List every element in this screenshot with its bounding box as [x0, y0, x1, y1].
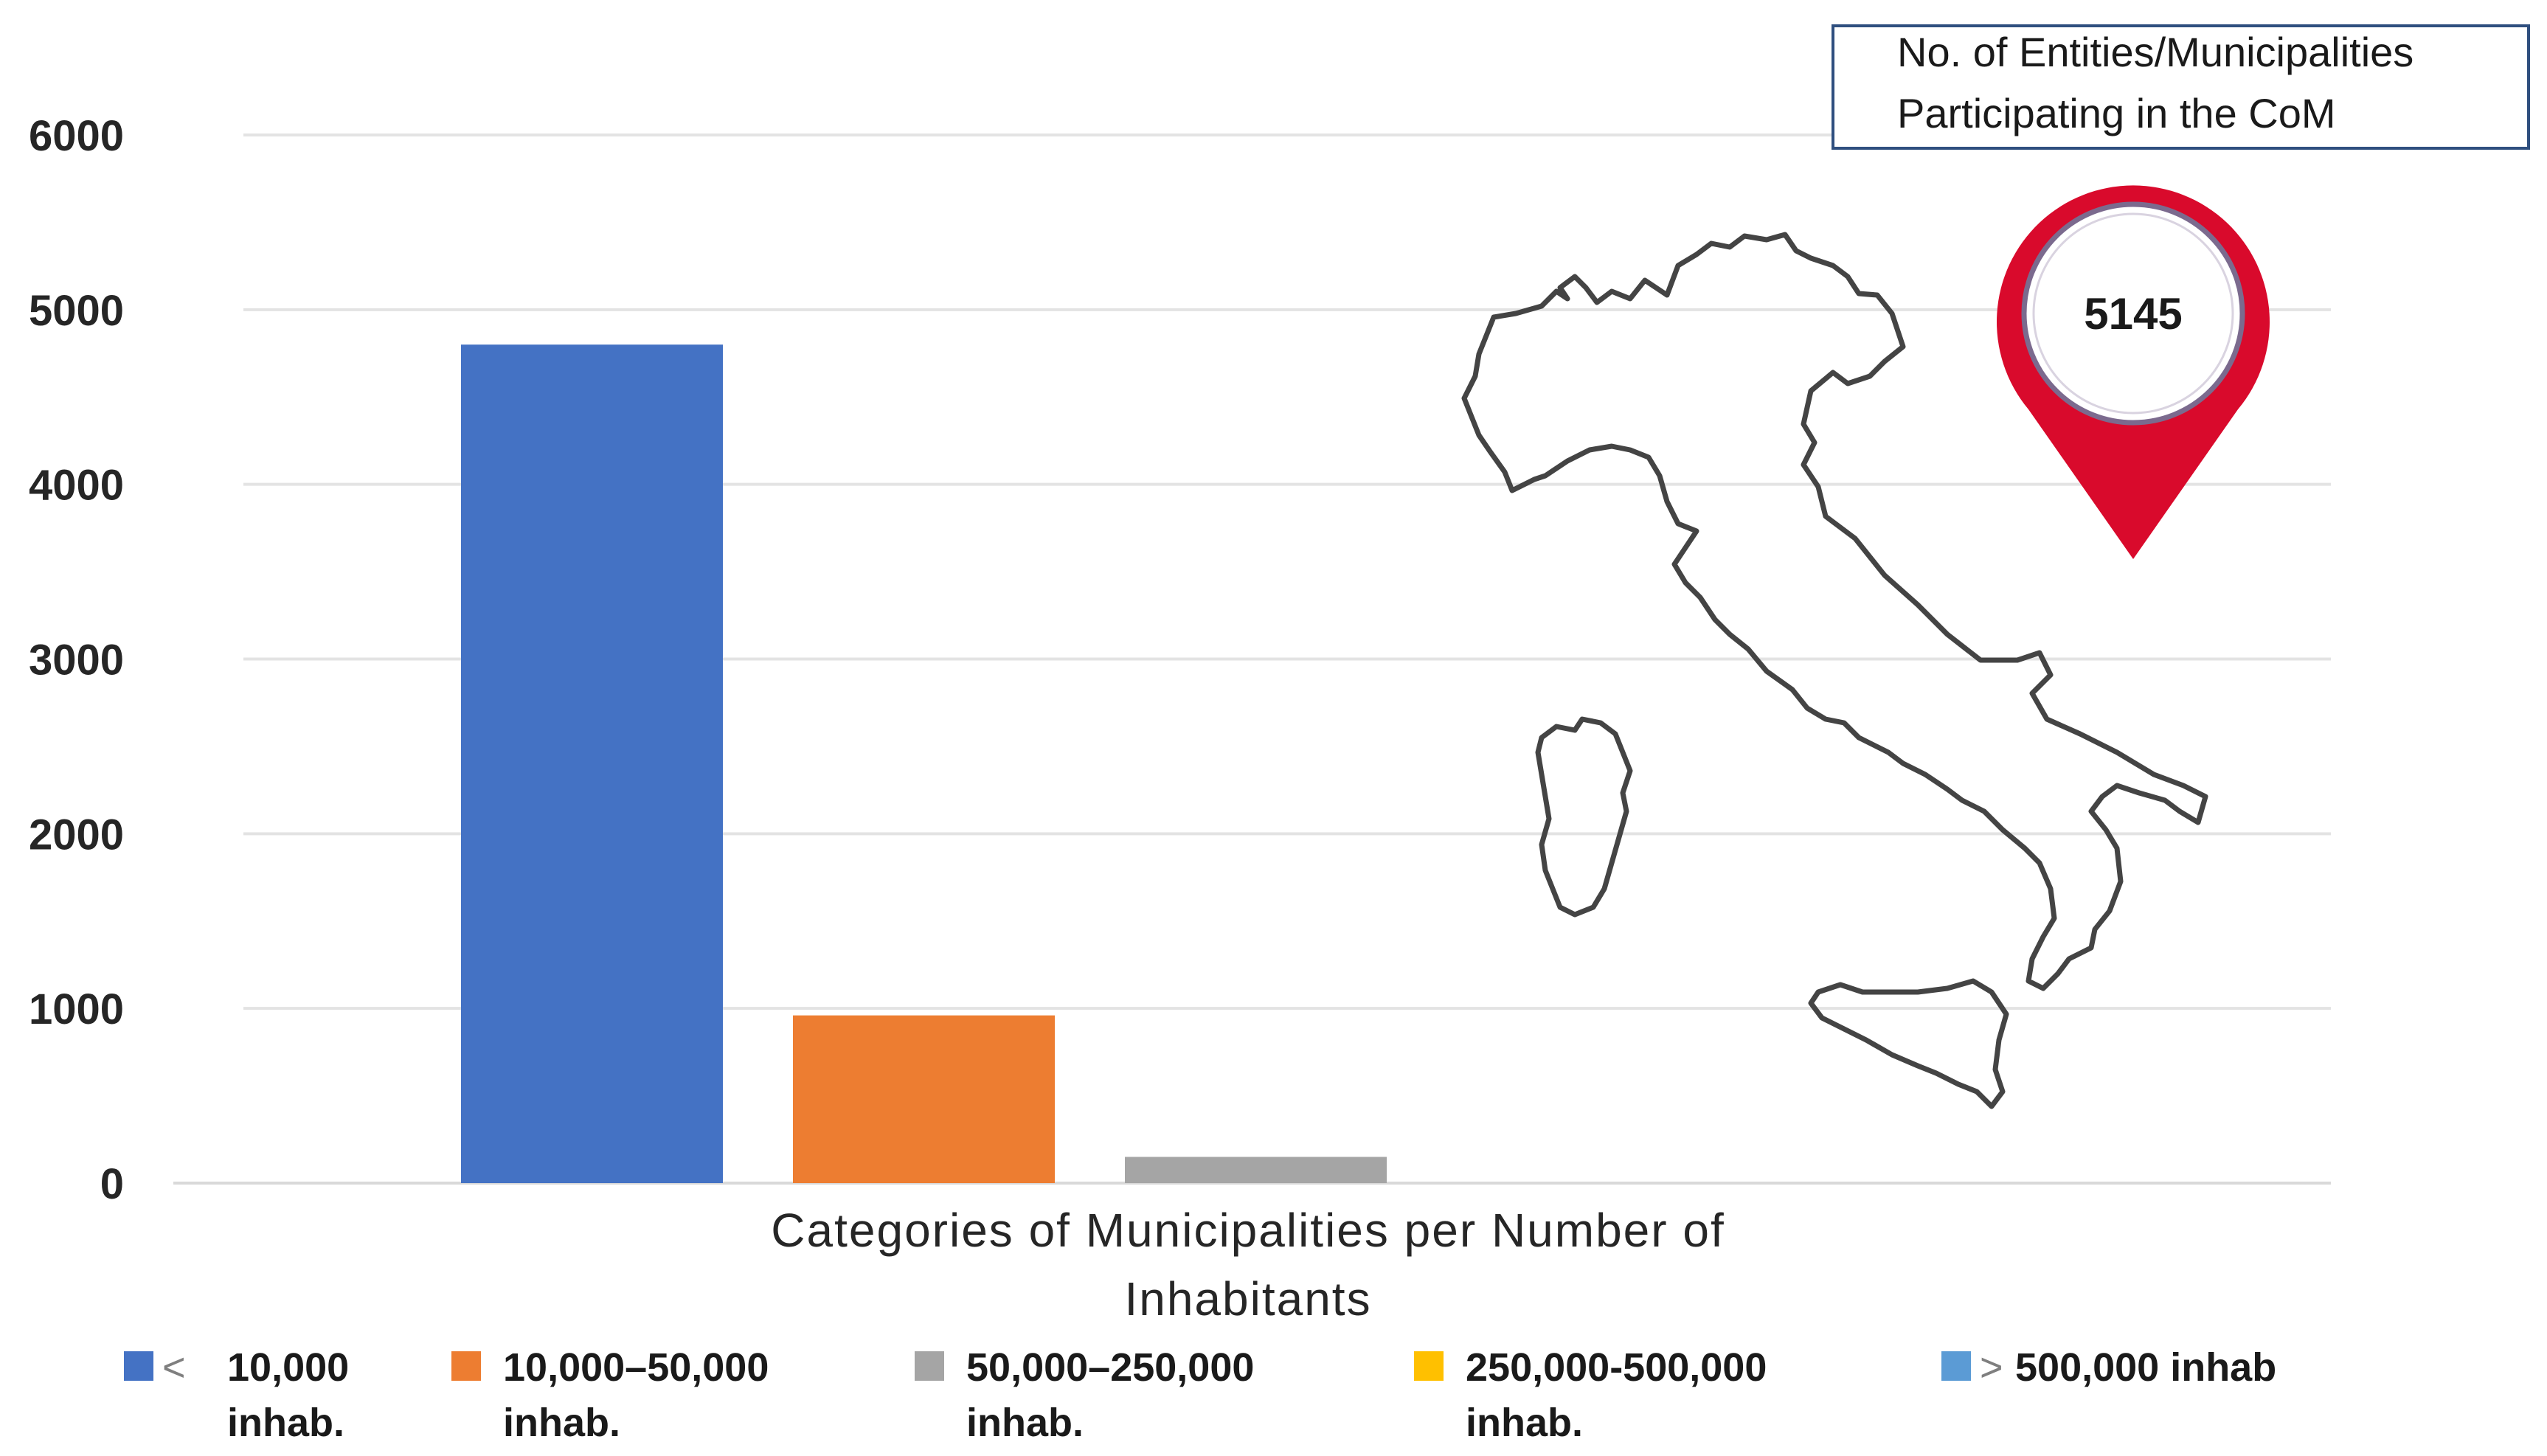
y-tick-label: 6000 — [29, 112, 124, 160]
legend-label: 10,000 — [227, 1345, 349, 1390]
location-pin-icon: 5145 — [1996, 185, 2270, 559]
legend-label: 250,000-500,000 — [1466, 1345, 1767, 1390]
legend-swatch — [1941, 1351, 1971, 1381]
annotation-box: No. of Entities/Municipalities Participat… — [1832, 24, 2530, 150]
legend-prefix: > — [1980, 1345, 2003, 1390]
mainland-outline — [1461, 232, 2208, 991]
legend-label-line2: inhab. — [503, 1401, 620, 1445]
legend-label-line2: inhab. — [1466, 1401, 1583, 1445]
legend-label: 500,000 inhab — [2015, 1345, 2276, 1390]
x-axis-title-line: Inhabitants — [1124, 1272, 1371, 1325]
bar — [461, 344, 723, 1184]
legend-swatch — [915, 1351, 944, 1381]
legend-prefix: < — [162, 1345, 186, 1390]
y-tick-label: 2000 — [29, 811, 124, 859]
sicily-outline — [1808, 978, 2009, 1109]
annotation-line: Participating in the CoM — [1897, 90, 2336, 136]
bar — [1125, 1157, 1387, 1183]
y-tick-label: 4000 — [29, 462, 124, 510]
legend-item: 50,000–250,000 inhab. — [915, 1345, 1254, 1445]
legend-item: 10,000–50,000 inhab. — [451, 1345, 769, 1445]
y-tick-label: 5000 — [29, 287, 124, 335]
legend-label-line2: inhab. — [227, 1401, 344, 1445]
pin-inner-ring — [2032, 212, 2234, 415]
y-axis: 0 1000 2000 3000 4000 5000 6000 — [29, 112, 124, 1208]
legend-item: 250,000-500,000 inhab. — [1414, 1345, 1767, 1445]
annotation-frame — [1832, 24, 2530, 150]
legend-swatch — [1414, 1351, 1444, 1381]
annotation-line: No. of Entities/Municipalities — [1897, 29, 2413, 75]
sardinia-outline — [1535, 716, 1633, 918]
legend-item: <10,000 inhab. — [124, 1345, 349, 1445]
legend-label-line2: inhab. — [966, 1401, 1084, 1445]
bars — [461, 344, 1387, 1184]
y-tick-label: 3000 — [29, 637, 124, 684]
x-axis-title-line: Categories of Municipalities per Number … — [771, 1204, 1725, 1257]
y-tick-label: 0 — [100, 1160, 124, 1208]
legend-swatch — [124, 1351, 153, 1381]
legend-swatch — [451, 1351, 481, 1381]
legend: <10,000inhab.10,000–50,000inhab.50,000–2… — [124, 1345, 2276, 1445]
y-tick-label: 1000 — [29, 985, 124, 1033]
bar — [793, 1015, 1055, 1183]
legend-label: 50,000–250,000 — [966, 1345, 1254, 1390]
italy-map-outline-icon — [1461, 232, 2208, 1109]
legend-label: 10,000–50,000 — [503, 1345, 769, 1390]
total-count: 5145 — [2084, 289, 2182, 339]
legend-item: >500,000 inhab — [1941, 1345, 2276, 1390]
x-axis-title: Categories of Municipalities per Number … — [771, 1204, 1725, 1325]
